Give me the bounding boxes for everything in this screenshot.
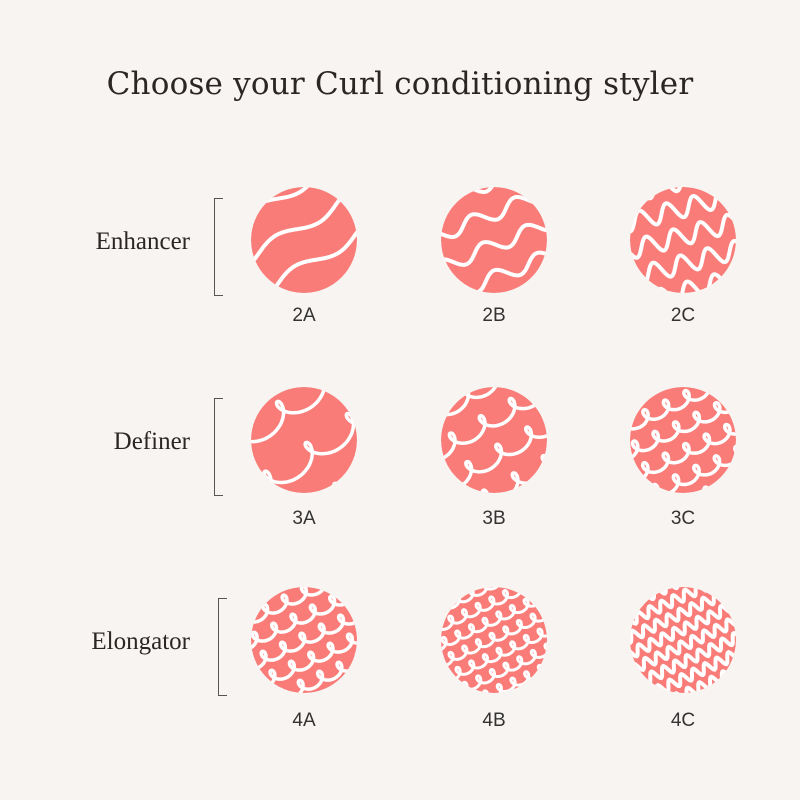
- curl-line: [630, 453, 736, 493]
- curl-line: [441, 205, 547, 285]
- curl-line: [251, 587, 357, 642]
- curl-line: [251, 400, 357, 493]
- curl-type-label: 3C: [670, 508, 696, 529]
- curl-type-label: 2A: [292, 305, 316, 326]
- curl-line: [630, 587, 736, 643]
- curl-line: [630, 431, 736, 493]
- row-label-enhancer: Enhancer: [95, 228, 190, 255]
- curl-line: [630, 257, 736, 293]
- curl-line: [251, 633, 357, 693]
- curl-type-label: 2C: [670, 305, 696, 326]
- curl-line: [441, 187, 541, 201]
- curl-type-label: 3B: [482, 508, 506, 529]
- curl-line: [251, 387, 357, 473]
- curl-pattern-circle-4A: [251, 587, 357, 693]
- curl-line: [441, 587, 547, 651]
- curl-type-label: 3A: [292, 508, 316, 529]
- curl-line: [630, 647, 736, 693]
- row-label-elongator: Elongator: [91, 628, 190, 655]
- row-bracket: [214, 398, 223, 496]
- row-bracket: [218, 598, 227, 696]
- curl-pattern-circle-3C: [630, 387, 736, 493]
- curl-type-label: 4A: [292, 710, 316, 731]
- curl-line: [448, 436, 547, 493]
- curl-type-label: 2B: [482, 305, 506, 326]
- curl-line: [441, 599, 547, 681]
- curl-line: [251, 211, 357, 293]
- curl-type-label: 4C: [670, 710, 696, 731]
- curl-line: [630, 205, 736, 268]
- curl-line: [630, 187, 736, 189]
- page-title: Choose your Curl conditioning styler: [106, 66, 694, 102]
- curl-line: [441, 644, 547, 693]
- curl-line: [251, 187, 351, 248]
- curl-type-label: 4B: [482, 710, 506, 731]
- curl-line: [251, 595, 357, 680]
- row-label-definer: Definer: [113, 428, 190, 455]
- curl-line: [441, 629, 547, 693]
- row-bracket: [214, 198, 223, 296]
